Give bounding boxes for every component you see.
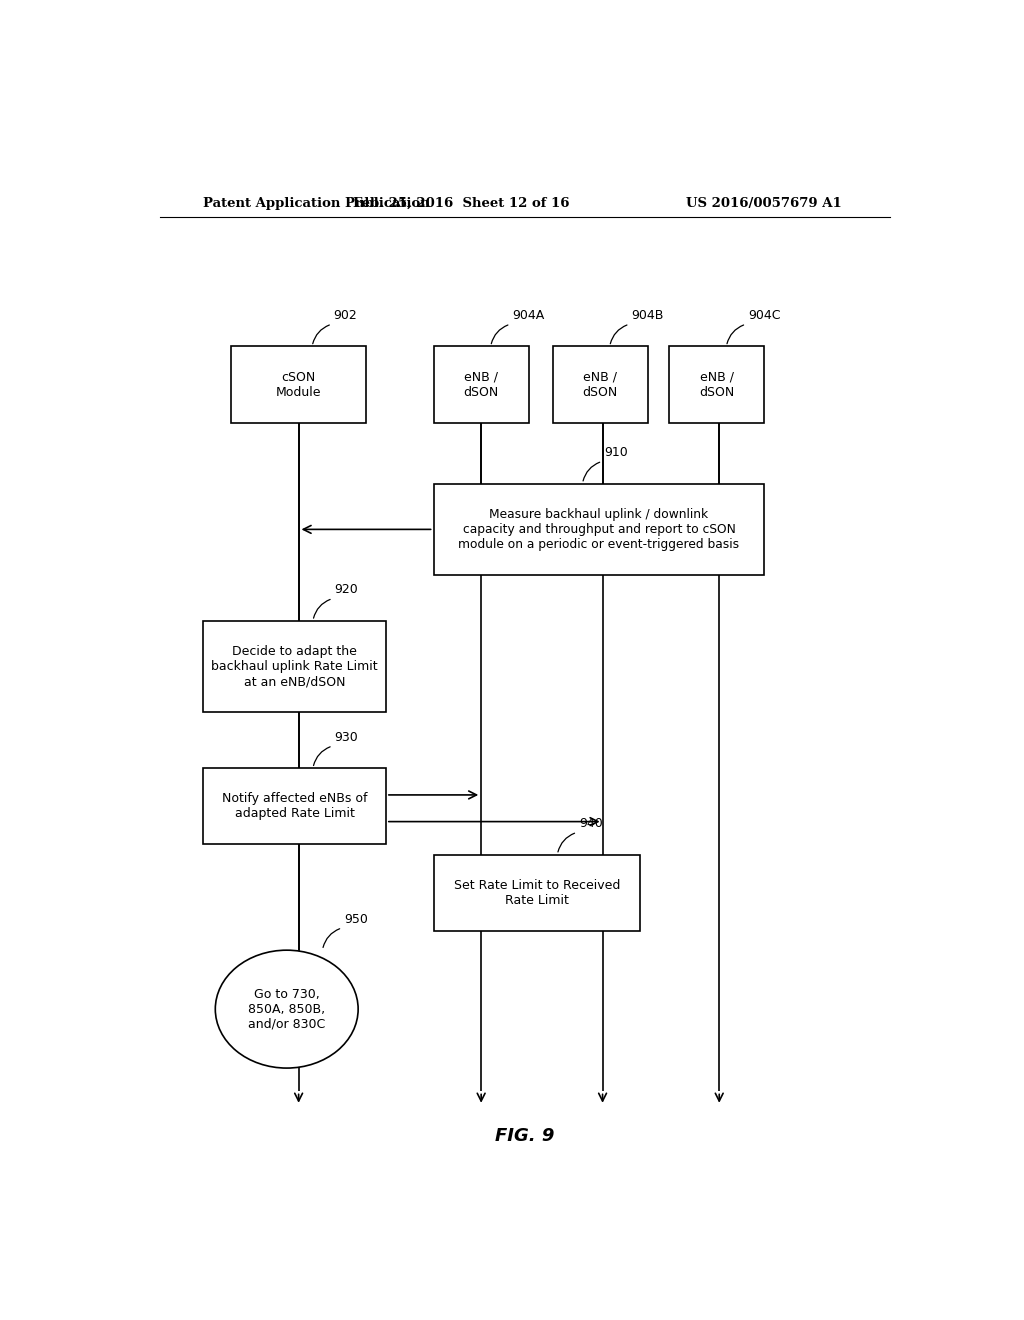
Text: eNB /
dSON: eNB / dSON: [699, 371, 734, 399]
FancyBboxPatch shape: [204, 620, 386, 713]
Text: 940: 940: [579, 817, 602, 830]
Text: 904C: 904C: [748, 309, 780, 322]
Text: 904B: 904B: [631, 309, 664, 322]
Text: Decide to adapt the
backhaul uplink Rate Limit
at an eNB/dSON: Decide to adapt the backhaul uplink Rate…: [211, 645, 378, 688]
FancyBboxPatch shape: [433, 483, 765, 576]
Text: eNB /
dSON: eNB / dSON: [464, 371, 499, 399]
Text: 950: 950: [344, 913, 368, 925]
Text: 902: 902: [334, 309, 357, 322]
Ellipse shape: [215, 950, 358, 1068]
FancyBboxPatch shape: [433, 346, 528, 422]
Text: Patent Application Publication: Patent Application Publication: [204, 197, 430, 210]
Text: US 2016/0057679 A1: US 2016/0057679 A1: [686, 197, 842, 210]
FancyBboxPatch shape: [433, 854, 640, 931]
Text: Feb. 25, 2016  Sheet 12 of 16: Feb. 25, 2016 Sheet 12 of 16: [353, 197, 569, 210]
FancyBboxPatch shape: [231, 346, 367, 422]
FancyBboxPatch shape: [553, 346, 648, 422]
Text: Set Rate Limit to Received
Rate Limit: Set Rate Limit to Received Rate Limit: [454, 879, 620, 907]
Text: Notify affected eNBs of
adapted Rate Limit: Notify affected eNBs of adapted Rate Lim…: [222, 792, 368, 820]
Text: Measure backhaul uplink / downlink
capacity and throughput and report to cSON
mo: Measure backhaul uplink / downlink capac…: [459, 508, 739, 550]
FancyBboxPatch shape: [204, 768, 386, 845]
FancyBboxPatch shape: [670, 346, 765, 422]
Text: eNB /
dSON: eNB / dSON: [583, 371, 617, 399]
Text: FIG. 9: FIG. 9: [496, 1127, 554, 1146]
Text: 910: 910: [604, 446, 628, 459]
Text: 930: 930: [334, 731, 358, 744]
Text: 920: 920: [334, 583, 358, 597]
Text: Go to 730,
850A, 850B,
and/or 830C: Go to 730, 850A, 850B, and/or 830C: [248, 987, 326, 1031]
Text: cSON
Module: cSON Module: [275, 371, 322, 399]
Text: 904A: 904A: [512, 309, 545, 322]
